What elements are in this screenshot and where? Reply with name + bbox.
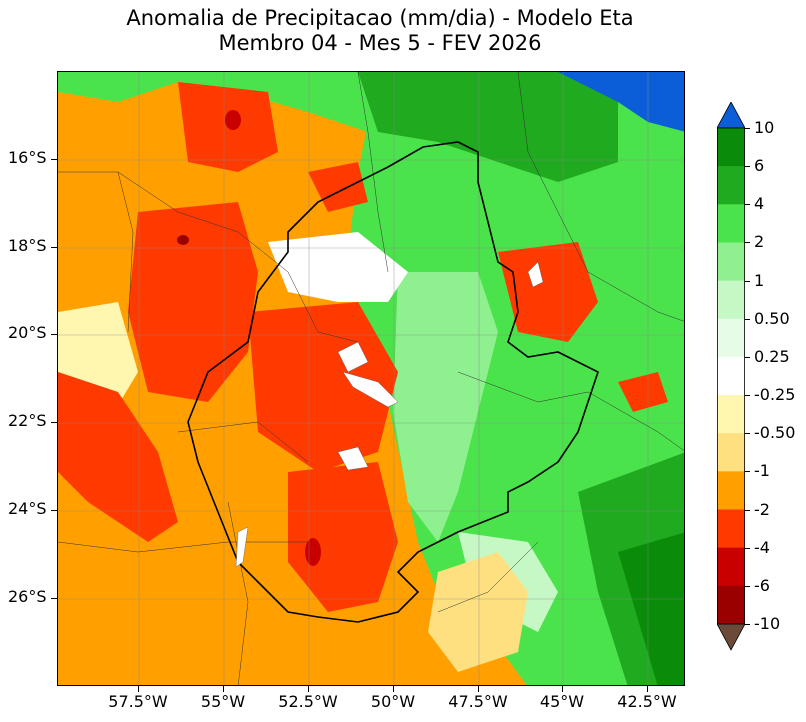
lat-tick bbox=[51, 334, 57, 335]
colorbar-band bbox=[717, 356, 745, 396]
lon-label: 45°W bbox=[539, 692, 585, 711]
colorbar-label: 0.50 bbox=[754, 308, 790, 328]
colorbar-frame bbox=[717, 127, 745, 625]
dry-core-east bbox=[498, 242, 598, 342]
very-dry-spot bbox=[225, 110, 241, 130]
lat-label: 20°S bbox=[8, 323, 47, 342]
lat-label: 26°S bbox=[8, 587, 47, 606]
lon-label: 42.5°W bbox=[617, 692, 677, 711]
colorbar-label: -0.25 bbox=[754, 385, 796, 405]
extreme-wet-northeast bbox=[558, 72, 684, 132]
lon-tick bbox=[308, 686, 309, 692]
colorbar-label: -2 bbox=[754, 499, 770, 519]
colorbar-label: 6 bbox=[754, 156, 765, 176]
colorbar-band bbox=[717, 547, 745, 587]
colorbar-label: 2 bbox=[754, 232, 765, 252]
colorbar-tick bbox=[745, 242, 750, 244]
very-wet-southeast bbox=[618, 532, 684, 685]
mild-wet-band bbox=[393, 272, 498, 542]
colorbar-band bbox=[717, 585, 745, 625]
colorbar-label: -0.50 bbox=[754, 423, 796, 443]
dry-core-west bbox=[128, 202, 258, 402]
colorbar-band bbox=[717, 166, 745, 205]
colorbar-tick bbox=[745, 128, 750, 129]
dry-core-central bbox=[248, 302, 398, 472]
colorbar-tick bbox=[745, 166, 750, 168]
colorbar-tick bbox=[745, 623, 750, 625]
lon-tick bbox=[478, 686, 479, 692]
colorbar-band bbox=[717, 280, 745, 320]
map-title-line2: Membro 04 - Mes 5 - FEV 2026 bbox=[218, 31, 542, 55]
colorbar-band bbox=[717, 433, 745, 472]
colorbar-band bbox=[717, 204, 745, 243]
colorbar-band bbox=[717, 471, 745, 510]
colorbar-label: 4 bbox=[754, 194, 765, 214]
colorbar-extend-min bbox=[717, 623, 745, 651]
colorbar-tick bbox=[745, 395, 750, 397]
colorbar-tick bbox=[745, 433, 750, 435]
colorbar-band bbox=[717, 242, 745, 282]
colorbar-label: 0.25 bbox=[754, 346, 790, 366]
lat-label: 16°S bbox=[8, 148, 47, 167]
lat-label: 24°S bbox=[8, 499, 47, 518]
lon-tick bbox=[647, 686, 648, 692]
colorbar-band bbox=[717, 395, 745, 434]
lat-tick bbox=[51, 422, 57, 423]
dry-core-east2 bbox=[618, 372, 668, 412]
dry-core-southwest bbox=[58, 372, 178, 542]
lat-tick bbox=[51, 159, 57, 160]
colorbar-band bbox=[717, 128, 745, 167]
weak-dry-south bbox=[428, 552, 528, 672]
colorbar-band bbox=[717, 509, 745, 549]
colorbar-extend-max bbox=[717, 102, 745, 129]
colorbar-band bbox=[717, 318, 745, 358]
wet-anomaly-north bbox=[58, 72, 388, 132]
colorbar-tick bbox=[745, 280, 750, 282]
lon-tick bbox=[562, 686, 563, 692]
lat-tick bbox=[51, 247, 57, 248]
lon-tick bbox=[223, 686, 224, 692]
colorbar-tick bbox=[745, 585, 750, 587]
highlighted-region-outline bbox=[187, 141, 599, 623]
graticule bbox=[58, 72, 684, 685]
map-title-line1: Anomalia de Precipitacao (mm/dia) - Mode… bbox=[126, 6, 634, 30]
colorbar-tick bbox=[745, 356, 750, 358]
precipitation-anomaly-map bbox=[57, 71, 685, 686]
map-canvas bbox=[58, 72, 684, 685]
colorbar-tick bbox=[745, 547, 750, 549]
lat-label: 18°S bbox=[8, 236, 47, 255]
lat-tick bbox=[51, 598, 57, 599]
lon-label: 57.5°W bbox=[108, 692, 168, 711]
lon-label: 47.5°W bbox=[448, 692, 508, 711]
lat-label: 22°S bbox=[8, 411, 47, 430]
colorbar-tick bbox=[745, 509, 750, 511]
colorbar-label: -10 bbox=[754, 613, 781, 633]
dry-core-south bbox=[288, 462, 398, 612]
lon-label: 55°W bbox=[200, 692, 246, 711]
neutral-area bbox=[268, 232, 408, 302]
strong-wet-north bbox=[358, 72, 618, 182]
colorbar-label: 10 bbox=[754, 118, 775, 137]
colorbar-tick bbox=[745, 318, 750, 320]
lon-tick bbox=[138, 686, 139, 692]
colorbar-tick bbox=[745, 204, 750, 206]
lat-tick bbox=[51, 510, 57, 511]
lon-label: 52.5°W bbox=[278, 692, 338, 711]
state-borders bbox=[58, 72, 684, 685]
lon-tick bbox=[393, 686, 394, 692]
colorbar-label: 1 bbox=[754, 270, 765, 290]
reservoirs bbox=[235, 261, 544, 568]
extreme-dry-spot bbox=[177, 235, 189, 245]
colorbar bbox=[717, 102, 745, 651]
lon-label: 50°W bbox=[370, 692, 416, 711]
colorbar-tick bbox=[745, 471, 750, 473]
colorbar-label: -1 bbox=[754, 461, 770, 481]
colorbar-label: -6 bbox=[754, 575, 770, 595]
colorbar-label: -4 bbox=[754, 537, 770, 557]
